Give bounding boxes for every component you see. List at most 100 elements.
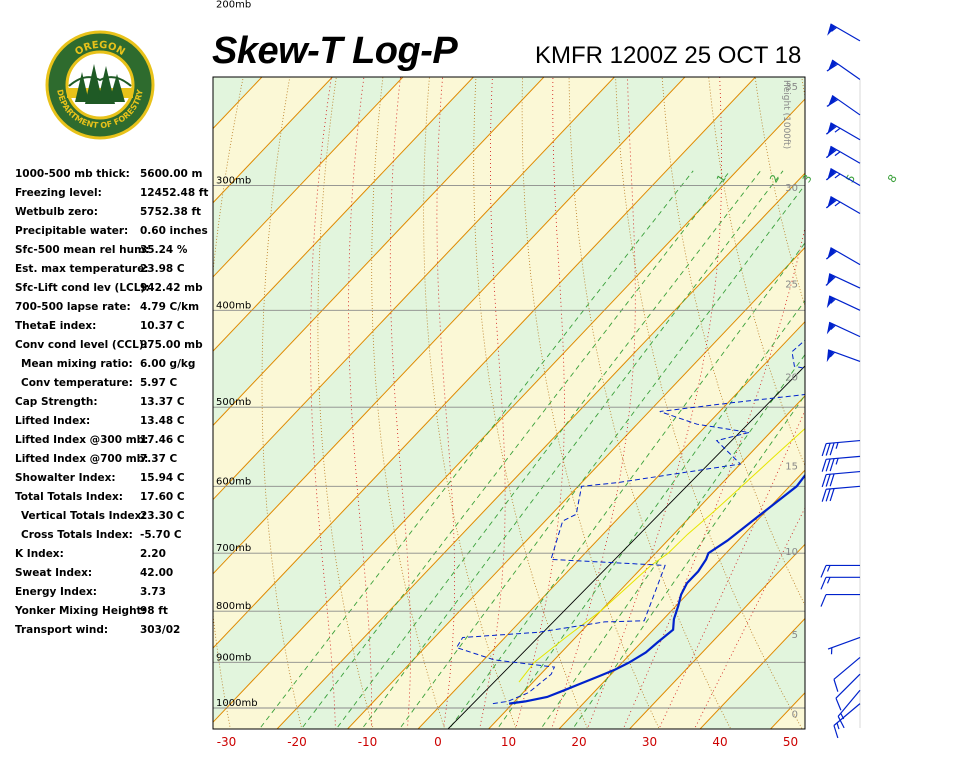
mixing-ratio-line xyxy=(258,170,694,729)
pressure-label: 900mb xyxy=(216,652,251,663)
height-tick-label: 20 xyxy=(785,372,798,383)
index-row: 1000-500 mb thick: 5600.00 m xyxy=(15,168,215,187)
index-row: Wetbulb zero: 5752.38 ft xyxy=(15,206,215,225)
x-axis-ticks: -30 -20 -10 0 10 20 30 40 50 xyxy=(217,735,798,749)
wind-barb xyxy=(821,455,861,472)
index-label: ThetaE index: xyxy=(15,320,97,332)
pressure-label: 800mb xyxy=(216,601,251,612)
index-label: Freezing level: xyxy=(15,187,102,199)
moist-adiabats xyxy=(310,77,805,729)
isotherm-line xyxy=(213,77,686,575)
index-value: 975.00 mb xyxy=(140,339,203,351)
wind-barb xyxy=(825,122,861,141)
index-row: Freezing level: 12452.48 ft xyxy=(15,187,215,206)
chart-title: Skew-T Log-P xyxy=(212,30,458,72)
isotherm-band xyxy=(213,99,805,729)
index-label: Lifted Index @300 mb: xyxy=(15,434,149,446)
index-value: 6.00 g/kg xyxy=(140,358,196,370)
wind-barb xyxy=(827,636,861,655)
index-label: Wetbulb zero: xyxy=(15,206,98,218)
index-label: 1000-500 mb thick: xyxy=(15,168,130,180)
wind-barb xyxy=(826,59,861,80)
index-value: 0.60 inches xyxy=(140,225,208,237)
index-row: Showalter Index: 15.94 C xyxy=(15,472,215,491)
wind-barb xyxy=(825,247,861,266)
index-label: Cross Totals Index: xyxy=(21,529,133,541)
height-tick-label: 15 xyxy=(785,461,798,472)
temperature-line xyxy=(508,473,805,705)
index-row: Conv cond level (CCL): 975.00 mb xyxy=(15,339,215,358)
index-row: Transport wind: 303/02 xyxy=(15,624,215,643)
index-value: 23.98 C xyxy=(140,263,185,275)
isotherm-line xyxy=(558,469,805,729)
dewpoint-line xyxy=(455,339,805,705)
moist-adiabat xyxy=(479,77,506,729)
height-tick-label: 30 xyxy=(785,183,798,194)
pressure-label: 1000mb xyxy=(216,698,258,709)
pressure-label: 400mb xyxy=(216,300,251,311)
height-tick-label: 10 xyxy=(785,547,798,558)
index-value: 98 ft xyxy=(140,605,168,617)
index-row: Lifted Index: 13.48 C xyxy=(15,415,215,434)
index-value: 13.48 C xyxy=(140,415,185,427)
index-value: 13.37 C xyxy=(140,396,185,408)
mixing-ratio-line xyxy=(335,170,761,729)
index-row: Total Totals Index: 17.60 C xyxy=(15,491,215,510)
reference-line xyxy=(447,365,805,729)
wind-barb xyxy=(835,673,861,711)
logo-top-text: OREGON xyxy=(73,40,126,58)
wind-barbs xyxy=(820,23,861,739)
index-row: Cross Totals Index: -5.70 C xyxy=(15,529,215,548)
index-label: Sfc-Lift cond lev (LCL): xyxy=(15,282,150,294)
index-value: 7.37 C xyxy=(140,453,178,465)
x-tick-label: -20 xyxy=(287,735,307,749)
dry-adiabat xyxy=(708,77,805,467)
dry-adiabat xyxy=(801,77,805,99)
pressure-label: 300mb xyxy=(216,175,251,186)
reference-diagonal xyxy=(447,365,805,729)
isotherm-line xyxy=(829,0,960,741)
station-time-label: KMFR 1200Z 25 OCT 18 xyxy=(535,42,802,69)
index-value: 17.46 C xyxy=(140,434,185,446)
dry-adiabat xyxy=(754,77,805,308)
tree-icon xyxy=(85,64,103,104)
mixing-ratio-lines xyxy=(258,170,805,729)
index-label: Sweat Index: xyxy=(15,567,93,579)
dry-adiabat xyxy=(937,0,960,741)
index-label: Conv temperature: xyxy=(21,377,133,389)
index-row: K Index: 2.20 xyxy=(15,548,215,567)
index-row: Lifted Index @700 mb: 7.37 C xyxy=(15,453,215,472)
oregon-forestry-logo: OREGON DEPARTMENT OF FORESTRY xyxy=(45,30,155,140)
index-row: Cap Strength: 13.37 C xyxy=(15,396,215,415)
height-tick-label: 35 xyxy=(785,82,798,93)
x-tick-label: 50 xyxy=(783,735,798,749)
index-row: Conv temperature: 5.97 C xyxy=(15,377,215,396)
dry-adiabat xyxy=(317,77,374,729)
dry-adiabat xyxy=(860,0,960,741)
height-tick-label: 5 xyxy=(792,630,798,641)
index-value: 5.97 C xyxy=(140,377,178,389)
parcel-path xyxy=(518,427,805,683)
index-row: Sfc-Lift cond lev (LCL): 942.42 mb xyxy=(15,282,215,301)
wind-barb xyxy=(821,470,861,488)
index-row: Yonker Mixing Height: 98 ft xyxy=(15,605,215,624)
wind-barb xyxy=(825,273,861,289)
mixing-ratio-label: 8 xyxy=(885,172,900,185)
dry-adiabat xyxy=(473,77,589,729)
pressure-label: 700mb xyxy=(216,543,251,554)
isotherm-line xyxy=(213,77,404,278)
index-label: Energy Index: xyxy=(15,586,97,598)
isotherm-line xyxy=(213,77,475,352)
wind-barb xyxy=(827,23,861,42)
index-row: Energy Index: 3.73 xyxy=(15,586,215,605)
x-tick-label: -30 xyxy=(217,735,237,749)
index-label: Cap Strength: xyxy=(15,396,98,408)
index-row: Mean mixing ratio: 6.00 g/kg xyxy=(15,358,215,377)
pressure-label: 600mb xyxy=(216,476,251,487)
wind-barb xyxy=(820,564,860,578)
dry-adiabat xyxy=(822,0,960,741)
isotherm-line xyxy=(276,172,805,729)
wind-barb xyxy=(837,689,861,729)
wind-barb xyxy=(826,321,861,338)
